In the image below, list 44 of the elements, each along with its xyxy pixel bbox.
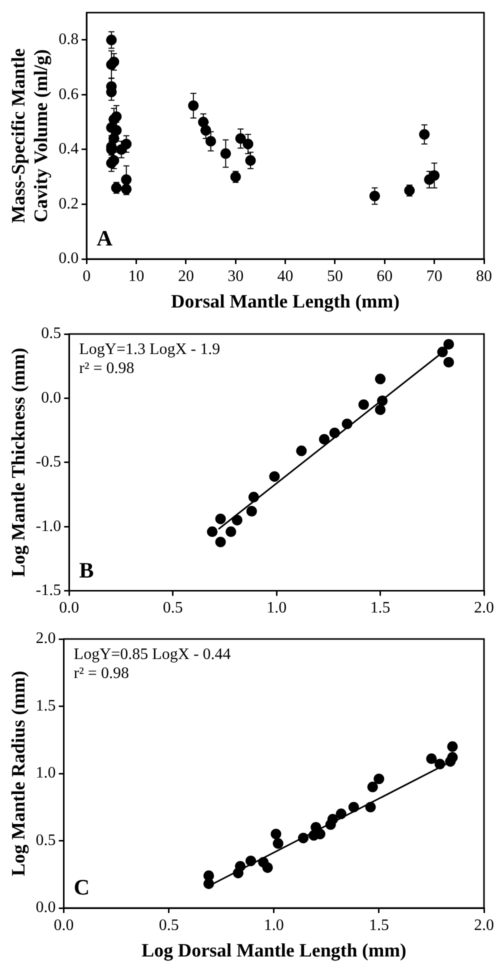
x-tick-label: 2.0 [474, 916, 494, 934]
x-tick-label: 80 [476, 268, 492, 285]
annotation: LogY=1.3 LogX - 1.9 [79, 341, 220, 358]
x-tick-label: 1.5 [370, 600, 390, 617]
y-axis-title: Mass-Specific Mantle Cavity Volume (ml/g) [8, 48, 52, 224]
x-axis-title: Log Dorsal Mantle Length (mm) [141, 940, 406, 962]
x-tick-label: 2.0 [474, 600, 494, 617]
annotation: r² = 0.98 [79, 360, 134, 378]
x-tick-label: 1.0 [264, 916, 284, 934]
y-tick-label: 0.5 [41, 325, 62, 342]
x-tick-label: 50 [326, 268, 343, 285]
annotation: r² = 0.98 [74, 665, 129, 682]
y-tick-label: -0.5 [36, 454, 62, 471]
y-tick-label: 0.5 [36, 832, 56, 849]
y-tick-label: 0.2 [58, 195, 79, 212]
x-tick-label: 20 [178, 268, 194, 285]
y-tick-label: 0.6 [58, 86, 79, 103]
x-tick-label: 60 [376, 268, 393, 285]
x-tick-label: 0.5 [162, 600, 183, 617]
y-tick-label: 0.4 [58, 140, 79, 158]
x-tick-label: 0.5 [158, 916, 179, 934]
x-tick-label: 10 [128, 268, 144, 285]
x-tick-label: 1.5 [368, 916, 389, 934]
y-axis-title: Log Mantle Thickness (mm) [8, 348, 30, 578]
x-axis-title: Dorsal Mantle Length (mm) [171, 292, 400, 313]
annotation: C [74, 874, 90, 900]
x-tick-label: 30 [228, 268, 244, 285]
y-tick-label: -1.5 [36, 582, 62, 600]
y-tick-label: 1.5 [36, 697, 56, 714]
y-axis-title: Log Mantle Radius (mm) [8, 670, 30, 876]
annotation: LogY=0.85 LogX - 0.44 [74, 646, 231, 664]
y-tick-label: 0.0 [36, 899, 56, 916]
y-tick-label: 0.0 [41, 389, 62, 406]
y-tick-label: 0.0 [58, 250, 79, 268]
x-tick-label: 1.0 [266, 600, 287, 617]
y-tick-label: 2.0 [36, 630, 56, 648]
x-tick-label: 0 [82, 268, 91, 285]
x-tick-label: 70 [426, 268, 442, 285]
annotation: B [79, 557, 94, 582]
x-tick-label: 40 [277, 268, 294, 285]
y-tick-label: 0.8 [58, 31, 79, 48]
y-tick-label: 1.0 [36, 764, 56, 782]
annotation: A [96, 226, 113, 251]
y-tick-label: -1.0 [36, 518, 62, 535]
